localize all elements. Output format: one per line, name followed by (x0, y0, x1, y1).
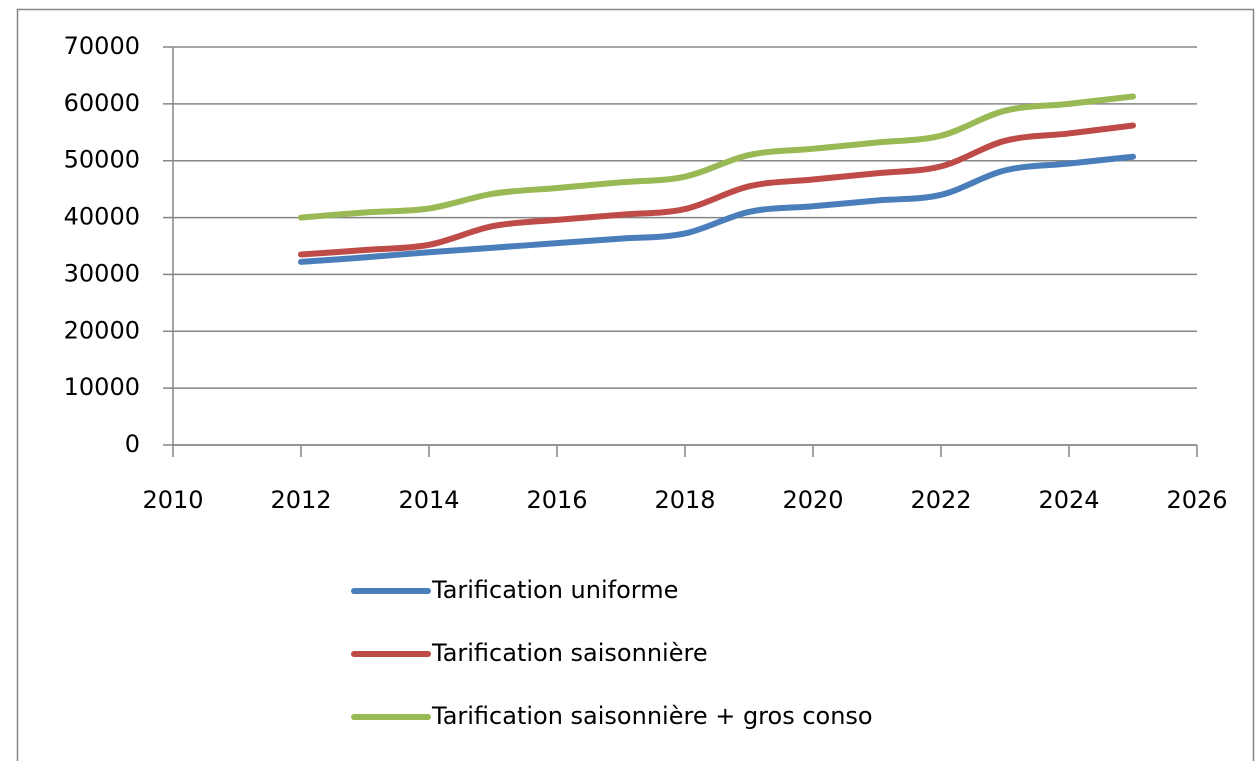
series-line (298, 122, 1136, 258)
y-tick-label: 50000 (64, 146, 140, 174)
x-tick-label: 2012 (270, 486, 331, 514)
legend-label: Tarification uniforme (431, 576, 678, 604)
x-tick-label: 2014 (398, 486, 459, 514)
x-tick-label: 2016 (526, 486, 587, 514)
series-line (298, 93, 1136, 221)
x-tick-label: 2010 (142, 486, 203, 514)
y-tick-label: 0 (125, 430, 140, 458)
y-tick-label: 10000 (64, 373, 140, 401)
x-tick-label: 2026 (1166, 486, 1227, 514)
y-tick-label: 40000 (64, 203, 140, 231)
legend-label: Tarification saisonnière (431, 639, 708, 667)
x-tick-label: 2024 (1038, 486, 1099, 514)
y-tick-label: 70000 (64, 32, 140, 60)
series-line (298, 153, 1136, 265)
y-tick-label: 30000 (64, 259, 140, 287)
y-tick-label: 20000 (64, 316, 140, 344)
x-tick-label: 2020 (782, 486, 843, 514)
x-tick-label: 2018 (654, 486, 715, 514)
y-tick-label: 60000 (64, 89, 140, 117)
x-tick-label: 2022 (910, 486, 971, 514)
legend-label: Tarification saisonnière + gros conso (431, 702, 873, 730)
